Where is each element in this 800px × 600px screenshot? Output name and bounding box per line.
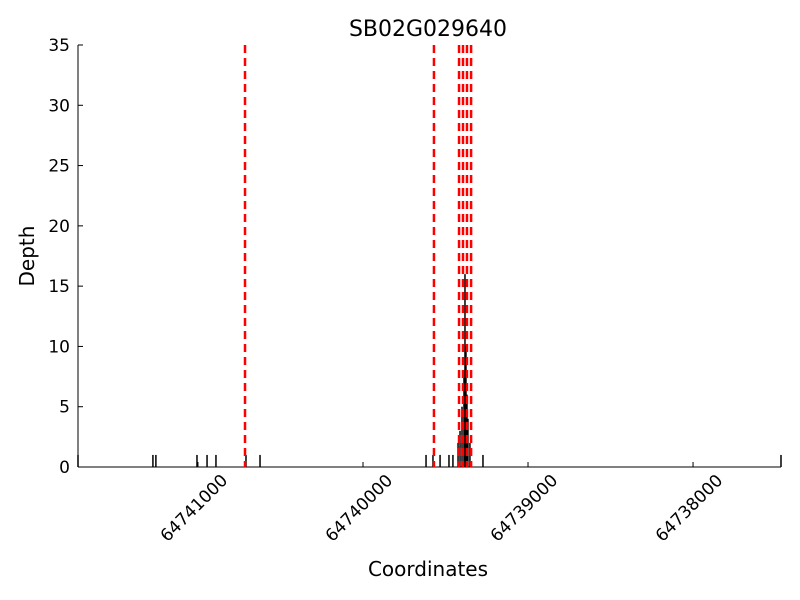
x-tick-label: 64739000	[487, 471, 562, 546]
y-tick-label: 0	[59, 458, 70, 478]
x-axis-label: Coordinates	[368, 557, 488, 581]
y-tick-label: 30	[48, 96, 70, 116]
y-axis-label: Depth	[15, 226, 39, 287]
x-tick-label: 64741000	[157, 471, 232, 546]
x-tick-label: 64738000	[652, 471, 727, 546]
y-tick-label: 35	[48, 36, 70, 56]
y-tick-label: 10	[48, 337, 70, 357]
y-tick-label: 25	[48, 157, 70, 177]
y-tick-label: 20	[48, 217, 70, 237]
x-tick-label: 64740000	[322, 471, 397, 546]
y-tick-label: 15	[48, 277, 70, 297]
chart-title: SB02G029640	[349, 17, 507, 42]
y-tick-label: 5	[59, 398, 70, 418]
